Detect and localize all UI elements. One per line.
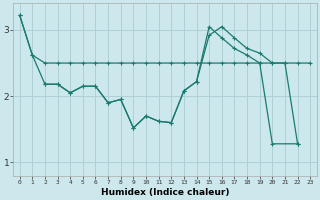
X-axis label: Humidex (Indice chaleur): Humidex (Indice chaleur): [101, 188, 229, 197]
